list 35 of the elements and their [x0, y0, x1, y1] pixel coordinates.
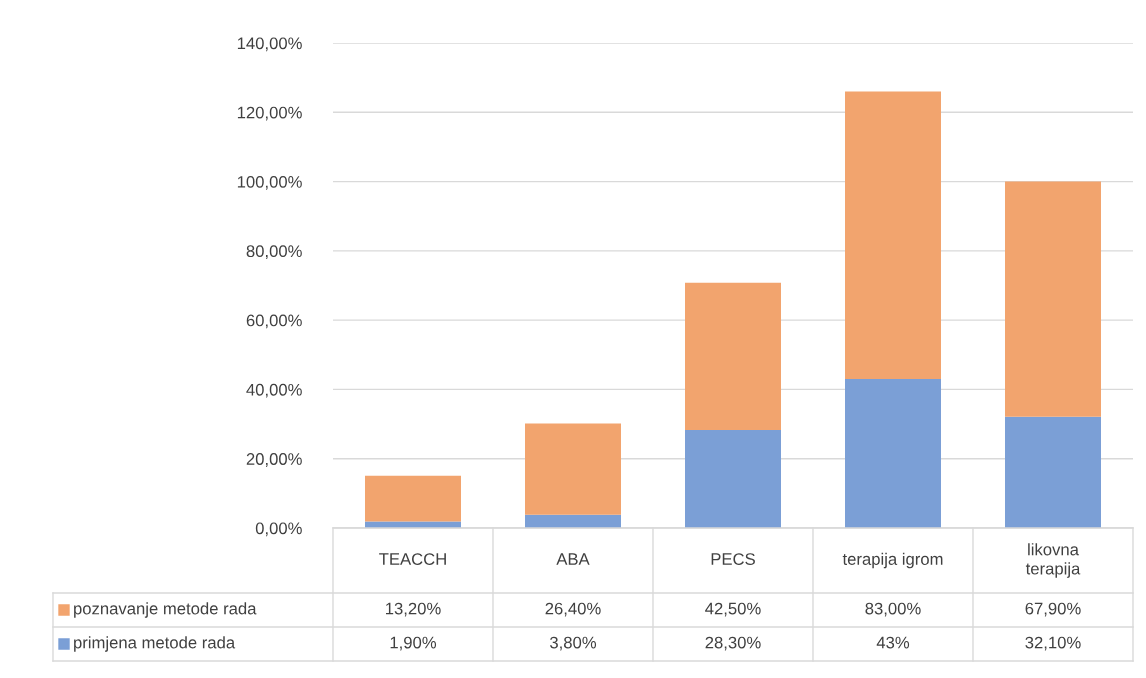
y-tick-label: 60,00% [246, 314, 302, 329]
y-tick-label: 0,00% [255, 522, 302, 537]
legend-label: primjena metode rada [74, 636, 236, 652]
x-tick-label: ABA [556, 553, 590, 565]
data-label: 28,30% [705, 636, 761, 651]
bar [685, 429, 781, 528]
x-tick-label: likovna terapija [1025, 543, 1081, 578]
bar [365, 521, 461, 528]
y-tick-label: 40,00% [246, 383, 302, 398]
legend-label: poznavanje metode rada [74, 602, 257, 618]
x-tick-label: PECS [711, 553, 755, 565]
y-tick-label: 120,00% [237, 106, 302, 121]
data-label: 26,40% [545, 602, 601, 617]
y-tick-label: 20,00% [246, 453, 302, 467]
data-label: 3,80% [550, 636, 597, 651]
y-tick-label: 140,00% [237, 37, 302, 52]
bar [845, 379, 941, 528]
bar [845, 91, 941, 380]
bar [525, 423, 621, 515]
y-tick-label: 100,00% [237, 175, 302, 190]
bar [1005, 416, 1101, 528]
data-label: 42,50% [705, 602, 761, 617]
data-label: 32,10% [1025, 636, 1081, 651]
x-tick-label: TEACCH [379, 553, 446, 565]
data-label: 1,90% [390, 636, 437, 651]
data-label: 67,90% [1025, 602, 1081, 617]
bar [525, 514, 621, 528]
bar [1005, 181, 1101, 417]
bar [365, 475, 461, 522]
data-label: 13,20% [386, 602, 441, 617]
data-label: 83,00% [865, 602, 921, 617]
x-tick-label: terapija igrom [842, 552, 943, 569]
data-label: 43% [876, 636, 910, 649]
y-tick-label: 80,00% [246, 245, 302, 260]
bar [685, 282, 781, 430]
